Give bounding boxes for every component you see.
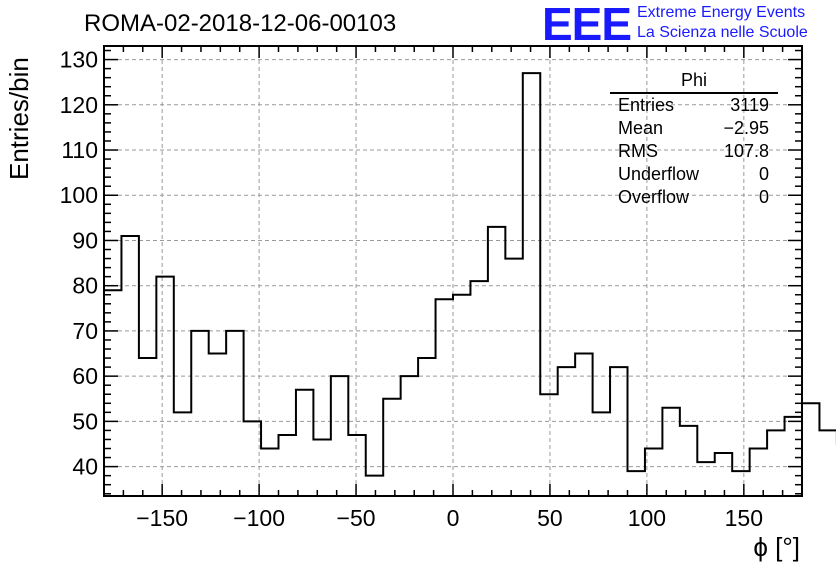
stats-value: 3119 [730, 95, 769, 115]
stats-value: −2.95 [723, 118, 769, 138]
y-tick-label: 130 [60, 47, 98, 73]
y-tick-label: 70 [72, 318, 98, 344]
y-tick-label: 50 [72, 408, 98, 434]
stats-box: Phi Entries 3119 Mean −2.95 RMS 107.8 Un… [610, 70, 778, 209]
x-tick-label: −50 [337, 505, 376, 531]
stats-label: Overflow [618, 187, 690, 207]
x-tick-label: −150 [136, 505, 188, 531]
y-tick-label: 60 [72, 363, 98, 389]
logo-caption-line1: Extreme Energy Events [637, 4, 806, 21]
stats-row-overflow: Overflow 0 [610, 186, 778, 209]
stats-label: RMS [618, 141, 658, 161]
x-tick-label: 100 [628, 505, 666, 531]
y-tick-label: 40 [72, 454, 98, 480]
stats-value: 0 [758, 164, 769, 184]
y-tick-label: 100 [60, 182, 98, 208]
stats-title: Phi [610, 70, 778, 94]
y-axis-label: Entries/bin [4, 57, 34, 180]
y-tick-label: 80 [72, 273, 98, 299]
stats-value: 107.8 [723, 141, 769, 161]
stats-row-rms: RMS 107.8 [610, 140, 778, 163]
x-tick-labels: −150 −100 −50 0 50 100 150 [136, 505, 763, 531]
x-axis-label: ϕ [°] [753, 532, 800, 562]
axis-ticks [103, 46, 803, 496]
stats-row-mean: Mean −2.95 [610, 117, 778, 140]
stats-row-underflow: Underflow 0 [610, 163, 778, 186]
stats-label: Mean [618, 118, 664, 138]
x-tick-label: 50 [537, 505, 563, 531]
eee-logo: EEE [542, 0, 632, 50]
y-tick-label: 120 [60, 92, 98, 118]
x-tick-label: 150 [725, 505, 763, 531]
stats-row-entries: Entries 3119 [610, 94, 778, 117]
logo-caption: Extreme Energy Events La Scienza nelle S… [637, 3, 808, 43]
x-tick-label: 0 [447, 505, 460, 531]
stats-label: Underflow [618, 164, 700, 184]
logo-caption-line2: La Scienza nelle Scuole [637, 24, 808, 41]
y-tick-label: 90 [72, 227, 98, 253]
y-tick-labels: 40 50 60 70 80 90 100 110 120 130 [60, 47, 98, 480]
stats-value: 0 [758, 187, 769, 207]
stats-label: Entries [618, 95, 675, 115]
y-tick-label: 110 [61, 137, 98, 163]
x-tick-label: −100 [233, 505, 285, 531]
plot-title: ROMA-02-2018-12-06-00103 [84, 10, 397, 37]
histogram-line [104, 72, 836, 477]
